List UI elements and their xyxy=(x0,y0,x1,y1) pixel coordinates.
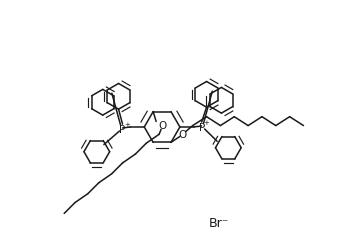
Text: P: P xyxy=(119,124,126,134)
Text: +: + xyxy=(204,120,210,126)
Text: O: O xyxy=(158,121,166,131)
Text: P: P xyxy=(198,122,205,132)
Text: +: + xyxy=(125,122,130,128)
Text: Br⁻: Br⁻ xyxy=(209,216,229,230)
Text: O: O xyxy=(179,130,187,140)
